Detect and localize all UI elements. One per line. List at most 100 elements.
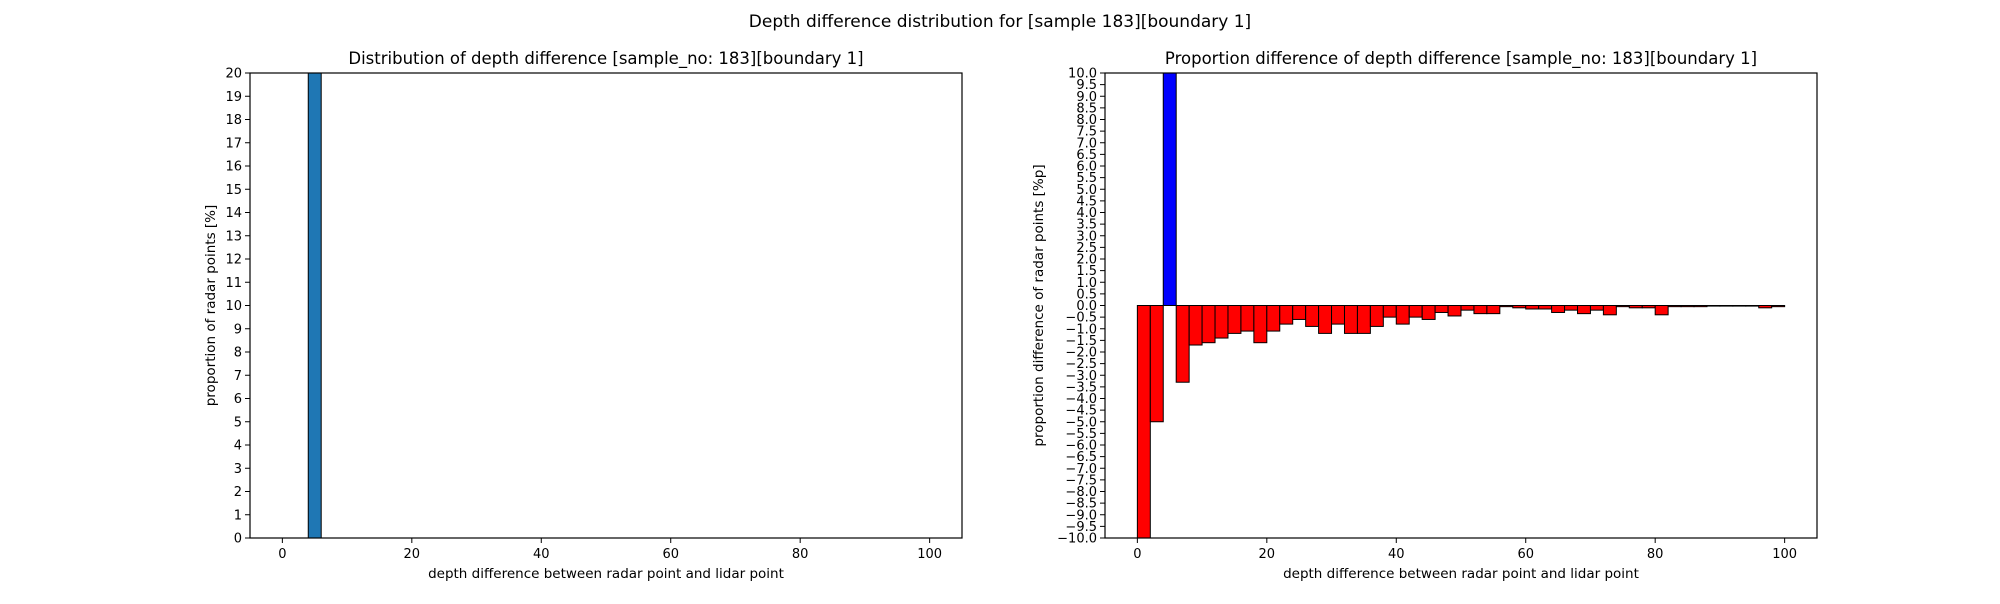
chart-right-y-tick-label: 3.0	[1076, 229, 1097, 244]
chart-right-y-tick-label: −9.0	[1065, 508, 1097, 523]
chart-left: Distribution of depth difference [sample…	[203, 49, 963, 582]
chart-right-y-tick-label: 2.0	[1076, 253, 1097, 268]
chart-right-y-axis-label: proportion difference of radar points [%…	[1031, 164, 1047, 446]
chart-right-bar	[1473, 305, 1488, 315]
chart-right-y-tick-label: 0.0	[1076, 299, 1097, 314]
chart-right-y-tick-label: 8.0	[1076, 113, 1097, 128]
chart-right-y-tick-label: −4.0	[1065, 392, 1097, 407]
chart-right: Proportion difference of depth differenc…	[1031, 49, 1818, 582]
chart-left-y-tick-label: 16	[225, 160, 242, 175]
chart-right-y-tick-label: −3.5	[1065, 380, 1097, 395]
chart-right-bar	[1564, 305, 1579, 311]
chart-right-y-tick-label: 6.5	[1076, 148, 1097, 163]
chart-right-y-tick-label: 1.0	[1076, 276, 1097, 291]
chart-right-bar	[1615, 305, 1630, 308]
chart-right-x-tick-label: 40	[1388, 547, 1405, 562]
chart-right-y-tick-label: 8.5	[1076, 101, 1097, 116]
chart-right-y-tick-label: −5.5	[1065, 427, 1097, 442]
chart-right-y-tick-label: −5.0	[1065, 415, 1097, 430]
chart-right-bar	[1706, 305, 1721, 307]
chart-right-y-tick-label: −7.5	[1065, 473, 1097, 488]
chart-right-bar	[1292, 305, 1307, 320]
chart-right-y-tick-label: −6.0	[1065, 439, 1097, 454]
chart-right-bar	[1318, 305, 1333, 334]
chart-left-y-tick-label: 14	[225, 206, 242, 221]
chart-left-y-tick-label: 5	[234, 415, 242, 430]
chart-right-y-ticks: −10.0−9.5−9.0−8.5−8.0−7.5−7.0−6.5−6.0−5.…	[1057, 67, 1105, 547]
chart-left-y-tick-label: 8	[234, 346, 242, 361]
chart-right-x-tick-label: 80	[1647, 547, 1664, 562]
chart-right-bar	[1279, 305, 1294, 325]
chart-right-bar	[1628, 305, 1643, 309]
chart-right-bar	[1538, 305, 1553, 310]
chart-left-plot-frame	[249, 72, 963, 539]
chart-right-y-tick-label: −6.5	[1065, 450, 1097, 465]
chart-right-bar	[1331, 305, 1345, 325]
chart-right-plot-frame	[1104, 72, 1818, 539]
chart-left-y-tick-label: 15	[225, 183, 242, 198]
chart-left-x-tick-label: 20	[404, 547, 421, 562]
chart-right-bar	[1149, 305, 1164, 423]
chart-right-bar	[1395, 305, 1410, 325]
chart-right-bar	[1641, 305, 1656, 309]
chart-left-bars	[307, 72, 322, 539]
chart-right-x-tick-label: 100	[1772, 547, 1797, 562]
chart-right-bar	[1305, 305, 1320, 327]
chart-right-y-tick-label: 7.5	[1076, 125, 1097, 140]
chart-right-bar	[1771, 305, 1786, 308]
chart-right-y-tick-label: 0.5	[1076, 287, 1097, 302]
chart-right-bar	[1253, 305, 1268, 344]
chart-right-bar	[1525, 305, 1540, 310]
chart-right-bar	[1667, 305, 1682, 308]
chart-left-y-tick-label: 6	[234, 392, 242, 407]
chart-right-bar	[1680, 305, 1695, 308]
chart-left-x-tick-label: 0	[278, 547, 286, 562]
chart-right-y-tick-label: 10.0	[1068, 67, 1097, 82]
chart-right-bar	[1356, 305, 1371, 334]
chart-right-bar	[1175, 305, 1190, 383]
chart-right-y-tick-label: 9.0	[1076, 90, 1097, 105]
chart-right-x-tick-label: 60	[1517, 547, 1534, 562]
chart-right-y-tick-label: −8.0	[1065, 485, 1097, 500]
chart-right-bar	[1486, 305, 1501, 315]
chart-right-y-tick-label: −10.0	[1057, 532, 1097, 547]
chart-right-bars	[1136, 72, 1786, 539]
chart-right-y-tick-label: 5.5	[1076, 171, 1097, 186]
chart-right-bar	[1447, 305, 1462, 317]
chart-right-y-tick-label: −0.5	[1065, 311, 1097, 326]
chart-left-x-tick-label: 60	[662, 547, 679, 562]
chart-right-bar	[1732, 305, 1747, 307]
chart-right-y-tick-label: −9.5	[1065, 520, 1097, 535]
chart-right-x-ticks: 0 20 40 60 80 100	[1133, 538, 1797, 562]
chart-right-bar	[1589, 305, 1604, 311]
chart-left-y-tick-label: 0	[234, 532, 242, 547]
chart-left-y-tick-label: 17	[225, 136, 242, 151]
chart-right-bar	[1512, 305, 1527, 309]
chart-right-bar	[1227, 305, 1242, 334]
chart-right-bar	[1551, 305, 1566, 313]
chart-right-y-tick-label: −2.5	[1065, 357, 1097, 372]
chart-left-y-tick-label: 7	[234, 369, 242, 384]
chart-left-y-tick-label: 10	[225, 299, 242, 314]
chart-right-y-tick-label: 6.0	[1076, 160, 1097, 175]
chart-right-bar	[1499, 305, 1514, 308]
chart-right-y-tick-label: 9.5	[1076, 78, 1097, 93]
chart-right-bar	[1577, 305, 1591, 315]
chart-right-y-tick-label: 4.0	[1076, 206, 1097, 221]
chart-right-bar	[1162, 72, 1177, 306]
chart-left-y-tick-label: 1	[234, 508, 242, 523]
chart-left-y-tick-label: 12	[225, 253, 242, 268]
chart-right-bar	[1460, 305, 1475, 311]
chart-left-x-tick-label: 100	[917, 547, 942, 562]
chart-left-y-tick-label: 19	[225, 90, 242, 105]
chart-right-bar	[1602, 305, 1617, 316]
chart-right-title: Proportion difference of depth differenc…	[1165, 49, 1757, 69]
chart-right-bar	[1369, 305, 1384, 327]
chart-right-bar	[1382, 305, 1397, 318]
chart-left-y-tick-label: 11	[225, 276, 242, 291]
chart-right-y-tick-label: −1.0	[1065, 322, 1097, 337]
chart-left-x-tick-label: 40	[533, 547, 550, 562]
chart-right-y-tick-label: −8.5	[1065, 497, 1097, 512]
